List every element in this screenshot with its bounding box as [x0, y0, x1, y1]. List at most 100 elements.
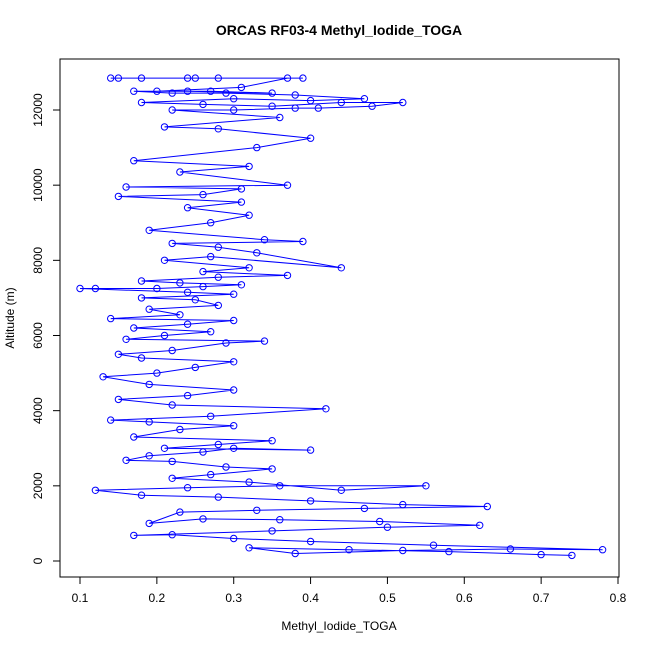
- data-point: [222, 463, 230, 471]
- data-point: [207, 470, 215, 479]
- data-point: [306, 537, 315, 546]
- data-point: [191, 74, 200, 82]
- x-tick-label: 0.7: [533, 591, 550, 605]
- data-point: [207, 412, 215, 420]
- data-point: [237, 281, 246, 289]
- chart-title: ORCAS RF03-4 Methyl_Iodide_TOGA: [216, 22, 462, 38]
- data-point: [191, 296, 200, 304]
- x-tick-label: 0.5: [379, 591, 396, 605]
- data-point: [222, 89, 230, 97]
- y-tick-label: 8000: [31, 247, 45, 274]
- data-point: [506, 545, 515, 553]
- data-point: [137, 74, 146, 82]
- data-point: [230, 358, 238, 366]
- data-point: [399, 546, 407, 555]
- data-point: [145, 452, 153, 460]
- y-tick-label: 2000: [31, 472, 45, 499]
- data-point: [276, 482, 284, 490]
- data-point: [360, 95, 369, 103]
- data-point: [260, 236, 269, 244]
- data-point: [153, 369, 161, 377]
- data-point: [168, 89, 176, 97]
- x-tick-label: 0.1: [72, 591, 89, 605]
- data-point: [245, 162, 253, 171]
- data-point: [276, 113, 284, 122]
- y-axis-label: Altitude (m): [3, 287, 17, 348]
- data-point: [337, 98, 345, 107]
- data-point: [283, 181, 292, 189]
- data-point: [76, 284, 84, 293]
- data-point: [183, 74, 192, 82]
- data-point: [176, 425, 184, 434]
- data-point: [122, 456, 130, 464]
- data-point: [176, 508, 184, 516]
- data-point: [268, 102, 276, 110]
- data-point: [130, 87, 138, 95]
- data-point: [199, 267, 207, 276]
- data-point: [130, 433, 138, 441]
- data-point: [199, 448, 207, 456]
- data-point: [445, 547, 453, 556]
- data-point: [176, 168, 184, 176]
- data-point: [237, 83, 246, 92]
- data-point: [306, 96, 315, 105]
- x-tick-label: 0.3: [225, 591, 242, 605]
- data-point: [222, 339, 230, 347]
- data-point: [253, 143, 261, 152]
- data-point: [268, 527, 276, 535]
- data-point: [153, 284, 161, 293]
- data-point: [137, 98, 146, 107]
- data-point: [230, 444, 238, 452]
- data-point: [207, 87, 215, 95]
- data-point: [160, 444, 169, 452]
- data-point: [183, 204, 192, 212]
- data-point: [483, 502, 491, 511]
- data-point: [183, 87, 192, 95]
- data-point: [322, 405, 330, 413]
- data-point: [399, 98, 407, 107]
- data-point: [160, 123, 169, 131]
- data-point: [245, 478, 253, 486]
- data-point: [283, 74, 292, 82]
- data-point: [476, 521, 484, 529]
- data-point: [168, 106, 176, 114]
- data-point: [145, 418, 153, 426]
- data-point: [183, 320, 192, 328]
- data-point: [537, 550, 545, 559]
- data-point: [360, 504, 369, 513]
- data-point: [299, 74, 307, 82]
- data-point: [114, 395, 123, 404]
- data-point: [207, 219, 215, 227]
- data-point: [422, 482, 430, 490]
- data-point: [168, 346, 176, 355]
- data-point: [598, 546, 607, 554]
- data-point: [314, 104, 322, 112]
- data-point: [376, 517, 384, 526]
- data-point: [283, 271, 292, 280]
- x-axis-label: Methyl_Iodide_TOGA: [281, 619, 396, 633]
- data-point: [230, 106, 238, 114]
- data-point: [383, 523, 392, 531]
- data-point: [153, 87, 161, 95]
- data-point: [253, 506, 261, 514]
- data-point: [568, 551, 576, 560]
- data-point: [429, 541, 438, 549]
- data-point: [107, 314, 115, 323]
- data-point: [291, 104, 299, 112]
- data-point: [230, 422, 238, 430]
- y-tick-label: 6000: [31, 322, 45, 349]
- data-point: [137, 354, 146, 362]
- data-point: [260, 337, 269, 345]
- data-point: [399, 500, 407, 509]
- data-point: [168, 531, 176, 539]
- data-point: [299, 237, 307, 246]
- data-point: [230, 316, 238, 325]
- data-point: [214, 440, 223, 449]
- data-point: [207, 252, 215, 261]
- data-point: [230, 290, 238, 298]
- data-point: [237, 185, 246, 193]
- data-point: [291, 549, 299, 558]
- data-point: [145, 380, 153, 389]
- data-point: [230, 534, 238, 543]
